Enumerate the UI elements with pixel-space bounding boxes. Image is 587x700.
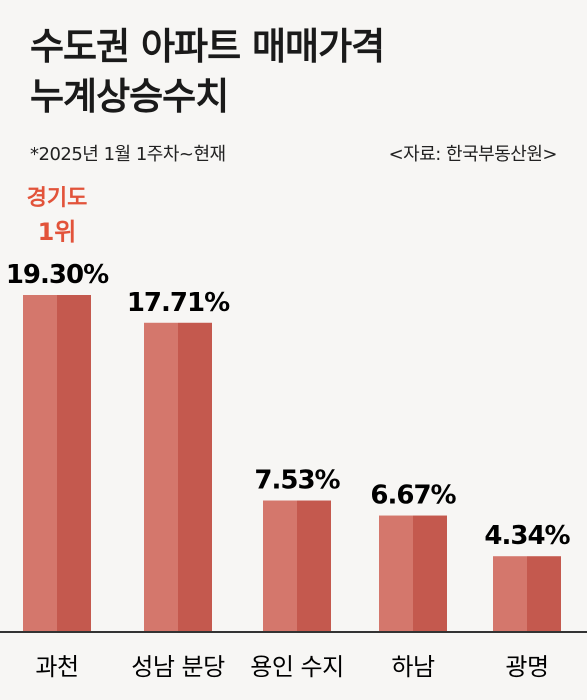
category-labels-group: 과천 성남 분당 용인 수지 하남 광명 [35,653,549,681]
value-label: 4.34% [484,521,570,551]
bar [263,500,331,632]
highlight-label-rank: 1위 [38,218,77,246]
category-label: 과천 [35,653,78,681]
bar-left-half [263,500,297,632]
bar-left-half [493,556,527,632]
value-label: 19.30% [6,260,109,290]
value-label: 6.67% [370,481,456,511]
bar-right-half [527,556,561,632]
bar-right-half [57,295,91,632]
period-note: *2025년 1월 1주차~현재 [30,144,226,165]
highlight-label-region: 경기도 [27,186,88,211]
category-label: 용인 수지 [250,653,343,681]
chart-title: 수도권 아파트 매매가격 누계상승수치 [30,22,385,122]
category-label: 하남 [391,653,435,681]
bar [379,515,447,632]
category-label: 광명 [505,653,548,681]
bars-group [23,295,561,632]
bar-left-half [23,295,57,632]
category-label: 성남 분당 [131,653,225,681]
value-label: 7.53% [254,466,340,496]
bar-left-half [144,322,178,632]
bar-left-half [379,515,413,632]
value-labels-group: 19.30% 17.71% 7.53% 6.67% 4.34% [6,260,572,551]
value-label: 17.71% [127,288,230,318]
title-line-2: 누계상승수치 [30,75,229,118]
bar [493,556,561,632]
bar-right-half [413,515,447,632]
bar [23,295,91,632]
bar-right-half [178,322,212,632]
source-note: <자료: 한국부동산원> [388,144,558,165]
title-line-1: 수도권 아파트 매매가격 [30,25,385,68]
bar [144,322,212,632]
bar-right-half [297,500,331,632]
